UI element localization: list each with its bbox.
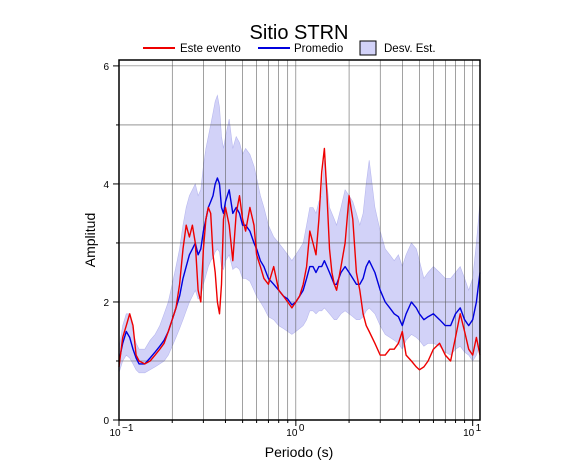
plot-area [118, 60, 481, 420]
series-line-promedio [118, 177, 481, 365]
chart-title: Sitio STRN [250, 22, 349, 44]
x-tick-label-exponent: −1 [122, 423, 134, 434]
series-line-evento [118, 147, 481, 371]
legend-label-evento: Este evento [180, 43, 241, 55]
legend-swatch-band [359, 40, 377, 56]
x-tick-label: 10 [463, 428, 475, 439]
legend: Este evento Promedio Desv. Est. [143, 40, 436, 56]
y-tick-label: 6 [103, 62, 109, 73]
y-tick-label: 4 [103, 180, 109, 191]
x-tick-label: 10 [286, 428, 298, 439]
y-tick-label: 0 [103, 416, 109, 427]
plot-frame [118, 59, 481, 421]
grid-lines [118, 60, 480, 420]
x-tick-label: 10 [109, 428, 121, 439]
x-axis-title: Periodo (s) [265, 444, 333, 460]
x-tick-label-exponent: 0 [299, 423, 305, 434]
y-axis-title: Amplitud [82, 213, 98, 267]
y-tick-label: 2 [103, 298, 109, 309]
legend-label-promedio: Promedio [294, 43, 343, 55]
x-tick-label-exponent: 1 [476, 423, 482, 434]
legend-label-band: Desv. Est. [384, 43, 436, 55]
